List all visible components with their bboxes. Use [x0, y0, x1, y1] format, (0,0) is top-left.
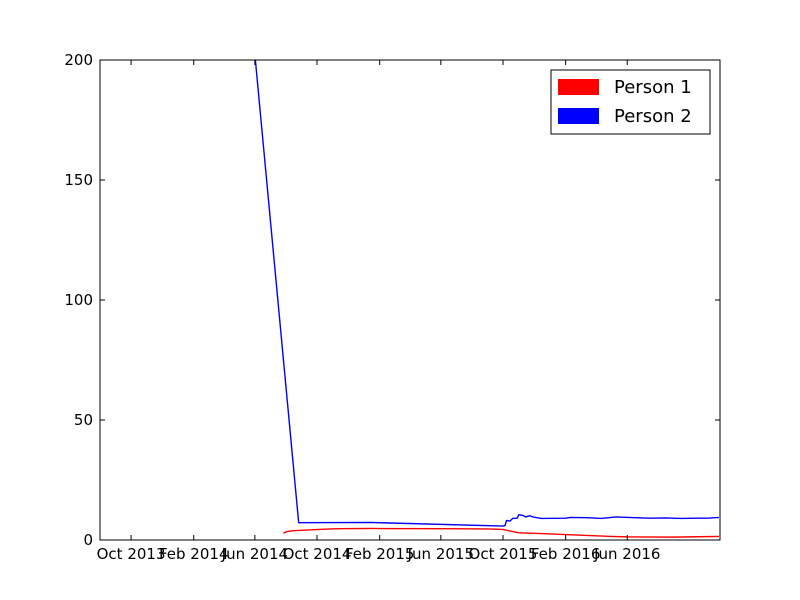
x-tick-label: Jun 2015 [407, 545, 474, 563]
x-tick-label: Oct 2015 [469, 545, 538, 563]
x-tick-label: Feb 2016 [531, 545, 601, 563]
y-tick-label: 100 [64, 291, 93, 309]
y-tick-label: 150 [64, 171, 93, 189]
series-line-2 [254, 60, 720, 527]
legend-label-2: Person 2 [614, 106, 692, 127]
legend: Person 1 Person 2 [550, 69, 711, 135]
legend-swatch-2 [558, 108, 599, 124]
x-tick-label: Feb 2015 [345, 545, 415, 563]
legend-swatch-1 [558, 79, 599, 95]
x-tick-label: Oct 2013 [97, 545, 166, 563]
y-tick-label: 0 [83, 531, 93, 549]
x-tick-label: Feb 2014 [159, 545, 229, 563]
y-axis: 0 50 100 150 200 [64, 51, 720, 549]
legend-label-1: Person 1 [614, 77, 692, 98]
x-tick-label: Jun 2016 [593, 545, 660, 563]
y-tick-label: 50 [74, 411, 93, 429]
x-tick-label: Oct 2014 [283, 545, 352, 563]
x-tick-label: Jun 2014 [221, 545, 288, 563]
y-tick-label: 200 [64, 51, 93, 69]
